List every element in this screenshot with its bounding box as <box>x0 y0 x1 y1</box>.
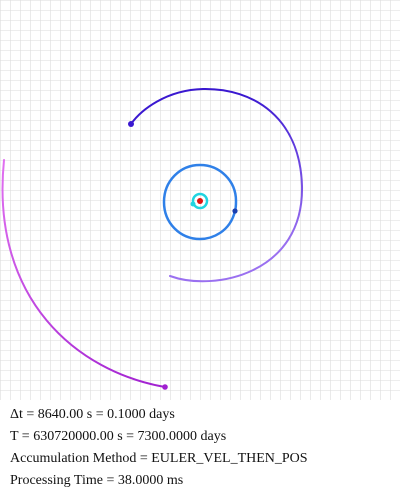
central-star <box>197 198 203 204</box>
accumulation-method-readout: Accumulation Method = EULER_VEL_THEN_POS <box>10 451 308 466</box>
inner-planet <box>232 208 238 214</box>
innermost-orbit-ring <box>191 192 209 210</box>
timestep-readout: Δt = 8640.00 s = 0.1000 days <box>10 407 175 422</box>
innermost-planet <box>190 201 196 207</box>
middle-orbit-trail <box>130 87 304 283</box>
middle-planet <box>128 121 134 127</box>
processing-time-readout: Processing Time = 38.0000 ms <box>10 473 184 488</box>
info-panel: Δt = 8640.00 s = 0.1000 days T = 6307200… <box>10 404 395 492</box>
background-grid <box>0 0 400 400</box>
outer-planet <box>162 384 168 390</box>
inner-orbit-trail <box>162 163 238 241</box>
total-time-readout: T = 630720000.00 s = 7300.0000 days <box>10 429 227 444</box>
outer-orbit-trail <box>1 159 166 388</box>
simulation-canvas <box>0 0 400 400</box>
